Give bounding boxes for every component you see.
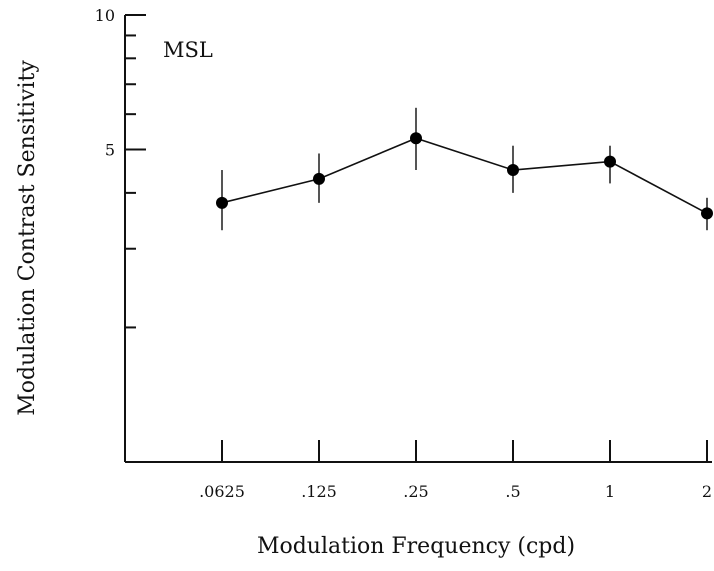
x-tick-label: .25: [403, 482, 428, 501]
x-axis-ticks: .0625 .125 .25 .5 1 2: [199, 440, 712, 501]
x-axis-title: Modulation Frequency (cpd): [257, 534, 575, 559]
panel-label: MSL: [163, 38, 213, 62]
x-tick-label: 1: [605, 482, 615, 501]
data-point: [216, 196, 228, 209]
y-tick-label: 10: [95, 6, 115, 25]
y-axis-title: Modulation Contrast Sensitivity: [15, 60, 40, 416]
series-line: [221, 137, 708, 215]
y-tick-label: 5: [105, 141, 115, 160]
data-point: [410, 132, 422, 145]
data-point: [507, 164, 519, 177]
data-point: [701, 207, 713, 220]
series-layer: [216, 107, 713, 231]
x-tick-label: .5: [505, 482, 520, 501]
x-tick-label: 2: [702, 482, 712, 501]
x-tick-label: .125: [301, 482, 337, 501]
axes: [124, 15, 712, 463]
data-point: [313, 172, 325, 185]
x-tick-label: .0625: [199, 482, 245, 501]
y-axis-ticks: 5 10: [95, 6, 146, 329]
data-point: [604, 155, 616, 168]
